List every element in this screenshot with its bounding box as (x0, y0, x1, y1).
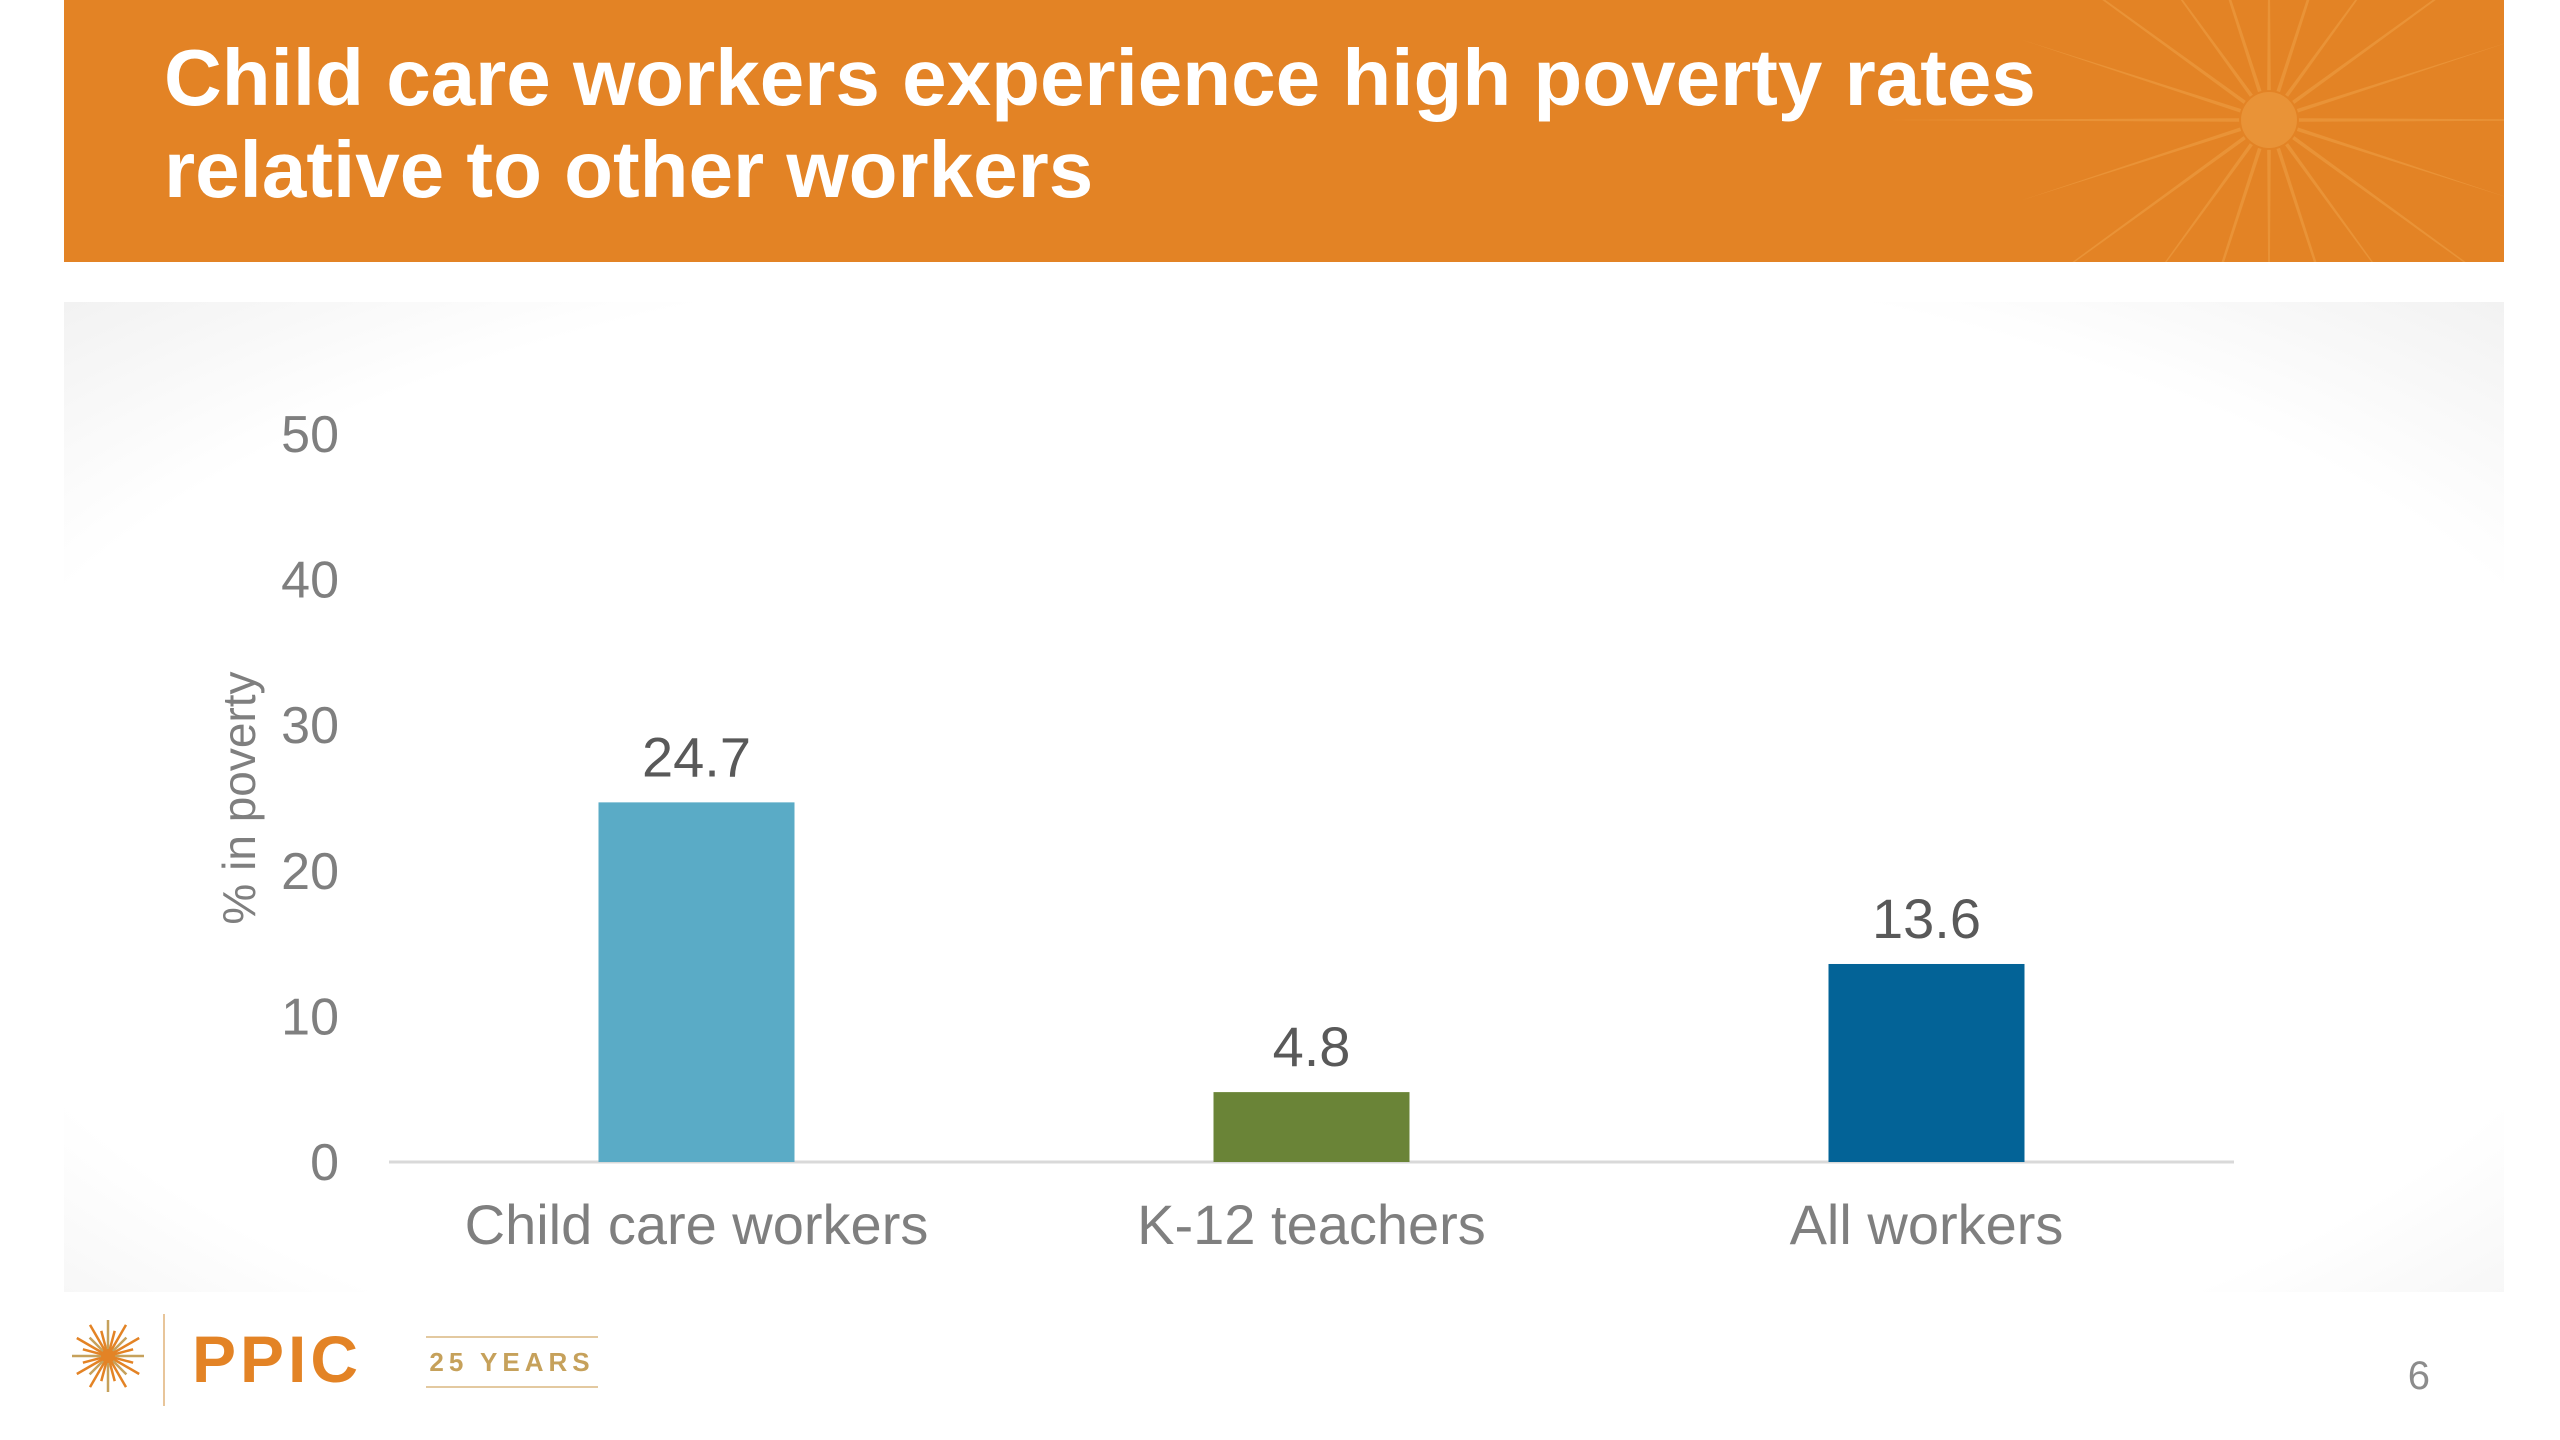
category-label: All workers (1790, 1193, 2064, 1256)
sunburst-center (2241, 92, 2297, 148)
sunburst-ray (2296, 127, 2504, 197)
sunburst-ray (2285, 143, 2373, 262)
category-label: K-12 teachers (1137, 1193, 1486, 1256)
sunburst-ray (2021, 127, 2242, 201)
logo-ray (108, 1361, 116, 1382)
sunburst-ray (2292, 136, 2466, 262)
page-number: 6 (2407, 1354, 2430, 1398)
logo-ray (109, 1360, 128, 1388)
y-tick-label: 10 (281, 988, 339, 1046)
sunburst-ray (2228, 0, 2262, 93)
sunburst-ray (2296, 43, 2504, 113)
logo-ray (76, 1357, 104, 1376)
category-label: Child care workers (465, 1193, 929, 1256)
logo-ray (109, 1324, 128, 1352)
bar-chart: 0 10 20 30 40 50 % in poverty 24.7 Child care wo… (213, 406, 2234, 1256)
sunburst-ray (2072, 136, 2246, 262)
logo-ray (112, 1357, 140, 1376)
sunburst-decoration-icon (1889, 0, 2504, 262)
sunburst-ray (2276, 0, 2310, 93)
sunburst-icon (72, 1320, 144, 1392)
logo-divider (163, 1314, 165, 1406)
logo-ray (111, 1359, 128, 1376)
data-label: 13.6 (1872, 887, 1981, 950)
logo-ray (113, 1348, 134, 1356)
sunburst-ray (2021, 39, 2242, 113)
y-tick-label: 50 (281, 406, 339, 464)
logo-ray (76, 1336, 104, 1355)
chart-panel: 0 10 20 30 40 50 % in poverty 24.7 Child care wo… (64, 302, 2504, 1292)
sunburst-ray (2165, 143, 2253, 262)
y-tick-label: 40 (281, 552, 339, 610)
bar (1828, 963, 2025, 1162)
logo-ray (111, 1336, 128, 1353)
sunburst-ray (2267, 149, 2271, 262)
ppic-logo-text: PPIC (192, 1322, 363, 1396)
bar (598, 802, 795, 1162)
sunburst-ray (2102, 0, 2246, 104)
sunburst-ray (2221, 147, 2262, 262)
data-label: 24.7 (642, 725, 751, 788)
logo-ray (100, 1330, 108, 1351)
sunburst-rays (1889, 0, 2504, 262)
logo-ray (88, 1360, 107, 1388)
sunburst-ray (2180, 0, 2253, 97)
logo-ray (88, 1336, 105, 1353)
logo-ray (82, 1348, 103, 1356)
sunburst-ray (2276, 147, 2317, 262)
sunburst-ray (2267, 0, 2271, 91)
logo-ray (113, 1356, 134, 1364)
sunburst-ray (2292, 0, 2436, 104)
data-label: 4.8 (1273, 1015, 1351, 1078)
sunburst-ray (2285, 0, 2358, 97)
logo-ray (100, 1361, 108, 1382)
logo-center (101, 1349, 115, 1363)
bar (1213, 1092, 1410, 1162)
logo-ray (108, 1330, 116, 1351)
sunburst-ray (2298, 118, 2504, 122)
logo-ray (112, 1336, 140, 1355)
logo-ray (88, 1359, 105, 1376)
anniversary-badge: 25 YEARS (426, 1336, 598, 1388)
logo-ray (82, 1356, 103, 1364)
logo-ray (88, 1324, 107, 1352)
slide-title: Child care workers experience high pover… (164, 33, 2036, 214)
sunburst-ray (1889, 118, 2240, 122)
y-tick-label: 0 (310, 1134, 339, 1192)
title-banner: Child care workers experience high pover… (64, 0, 2504, 262)
y-tick-label: 30 (281, 697, 339, 755)
y-tick-label: 20 (281, 843, 339, 901)
y-axis-title: % in poverty (213, 671, 265, 924)
